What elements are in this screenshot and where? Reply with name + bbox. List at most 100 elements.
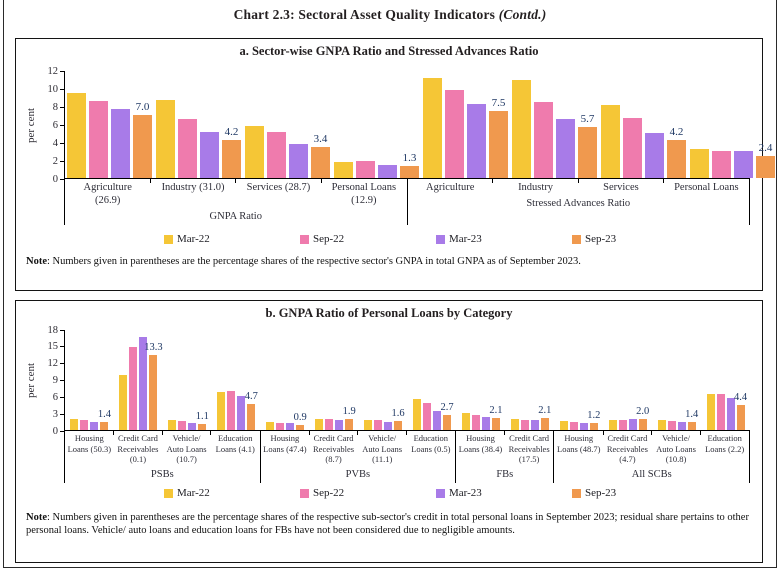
y-tick-mark — [60, 380, 64, 381]
x-axis-labels: Agriculture (26.9) Industry (31.0) Service… — [64, 179, 750, 225]
legend-item-mar-22: Mar-22 — [164, 487, 300, 499]
bar-mar-23 — [335, 419, 344, 430]
legend-item-sep-22: Sep-22 — [300, 233, 436, 245]
y-tick-mark — [60, 178, 64, 180]
bar-sep-23: 1.4 — [685, 409, 698, 430]
bar-sep-22 — [445, 89, 464, 178]
y-axis-tick: 0 — [53, 172, 64, 186]
bar-mar-23 — [556, 118, 575, 178]
plot-column: 1.4 13.3 1.1 4.7 0.9 1.9 1.6 2.7 2.1 2.1 1.2 2.0 1.4… — [64, 330, 751, 483]
bar-mar-23 — [726, 398, 735, 430]
legend-swatch — [436, 488, 445, 498]
bar-mar-22 — [245, 125, 264, 178]
y-axis-tick: 2 — [53, 154, 64, 168]
bar-mar-22 — [266, 422, 275, 430]
group-labels: Housing Loans (47.4) Credit Card Receivab… — [259, 431, 456, 483]
category-label: Vehicle/ Auto Loans (10.7) — [162, 431, 212, 465]
y-tick-mark — [60, 346, 64, 348]
category-cluster: 1.9 — [310, 330, 359, 430]
bar-sep-23: 4.2 — [222, 126, 241, 178]
bar-value-label: 3.4 — [313, 133, 328, 146]
bar-mar-22 — [510, 419, 519, 430]
bar-mar-23 — [530, 419, 539, 430]
category-label: Industry (31.0) — [150, 179, 237, 207]
y-axis-tick: 3 — [53, 407, 64, 421]
group-label: PVBs — [345, 469, 371, 480]
bar-sep-22 — [89, 100, 108, 178]
legend-item-mar-23: Mar-23 — [436, 487, 572, 499]
group-labels: Housing Loans (38.4) Credit Card Receivab… — [455, 431, 553, 483]
y-axis: 0 3 6 9 12 15 18 — [38, 325, 64, 437]
bar-mar-22 — [423, 78, 442, 178]
bar-mar-22 — [706, 393, 715, 430]
category-label: Credit Card Receivables (8.7) — [309, 431, 358, 465]
bar-value-label: 1.1 — [195, 410, 209, 422]
category-cluster: 0.9 — [261, 330, 310, 430]
bar-value-label: 2.0 — [636, 405, 650, 417]
bar-mar-22 — [461, 412, 470, 430]
y-tick-mark — [60, 142, 64, 144]
bar-sep-22 — [569, 421, 578, 430]
bar-value-label: 2.7 — [440, 401, 454, 413]
y-tick-mark — [60, 160, 64, 162]
bar-value-label: 4.2 — [224, 126, 239, 139]
group-label: GNPA Ratio — [209, 211, 262, 222]
bar-sep-22 — [178, 421, 187, 430]
bar-sep-23: 1.6 — [392, 408, 405, 430]
y-tick-mark — [60, 88, 64, 90]
panel-a: a. Sector-wise GNPA Ratio and Stressed A… — [15, 38, 775, 291]
category-cluster: 2.4 — [688, 71, 777, 178]
y-tick-number: 12 — [47, 358, 59, 370]
category-labels-row: Housing Loans (48.7) Credit Card Receivab… — [554, 431, 749, 465]
category-cluster: 2.1 — [456, 330, 505, 430]
y-axis-tick: 4 — [53, 136, 64, 150]
panel-b-legend: Mar-22 Sep-22 Mar-23 Sep-23 — [16, 487, 762, 499]
bar-sep-23: 2.0 — [636, 406, 649, 430]
note-text: : Numbers given in parentheses are the p… — [47, 256, 581, 267]
category-label: Agriculture (26.9) — [65, 179, 152, 207]
category-labels-row: Agriculture (26.9) Industry (31.0) Service… — [65, 179, 407, 207]
bar-value-label: 4.2 — [669, 126, 684, 139]
bar-value-label: 4.4 — [734, 392, 748, 404]
y-axis-tick: 18 — [48, 323, 64, 337]
category-label: Services (28.7) — [236, 179, 323, 207]
group-plot: 7.5 5.7 4.2 2.4 — [421, 71, 777, 178]
legend-swatch — [300, 488, 309, 498]
legend-item-label: Mar-23 — [449, 487, 482, 499]
y-axis-tick: 10 — [48, 82, 64, 96]
bar-mar-23 — [139, 337, 148, 430]
legend-item-label: Mar-22 — [177, 487, 210, 499]
category-label: Personal Loans (12.9) — [331, 182, 397, 206]
y-tick-mark — [60, 396, 64, 398]
y-axis-tick: 6 — [53, 118, 64, 132]
y-axis-tick: 15 — [48, 340, 64, 354]
bar-sep-23: 3.4 — [311, 133, 330, 178]
bar-mar-22 — [601, 105, 620, 178]
bar-mar-22 — [119, 375, 128, 430]
group-label: Stressed Advances Ratio — [526, 198, 631, 209]
y-tick-number: 12 — [47, 65, 59, 77]
bar-sep-23: 2.7 — [440, 402, 454, 430]
legend-item-label: Sep-22 — [313, 487, 345, 499]
category-cluster: 3.4 — [243, 71, 332, 178]
bar-value-label: 1.9 — [342, 406, 356, 418]
y-tick-mark — [60, 70, 64, 72]
bar-value-label: 1.3 — [402, 152, 417, 165]
bar-sep-22 — [667, 421, 676, 430]
category-labels-row: Housing Loans (38.4) Credit Card Receivab… — [456, 431, 553, 465]
bar-sep-23: 1.1 — [196, 411, 209, 430]
y-tick-mark — [60, 329, 64, 331]
note-label: Note — [26, 256, 47, 267]
bar-sep-23: 1.4 — [98, 409, 111, 430]
bar-mar-23 — [188, 423, 197, 430]
bar-sep-22 — [356, 160, 375, 178]
bar-sep-22 — [178, 118, 197, 178]
y-tick-mark — [60, 124, 64, 126]
bar-sep-23: 2.1 — [489, 405, 502, 430]
bar-sep-23: 2.1 — [538, 405, 551, 430]
legend-swatch — [300, 234, 309, 244]
legend-item-label: Mar-22 — [177, 233, 210, 245]
bar-mar-23 — [200, 132, 219, 178]
category-cluster: 4.2 — [599, 71, 688, 178]
category-cluster: 4.2 — [154, 71, 243, 178]
